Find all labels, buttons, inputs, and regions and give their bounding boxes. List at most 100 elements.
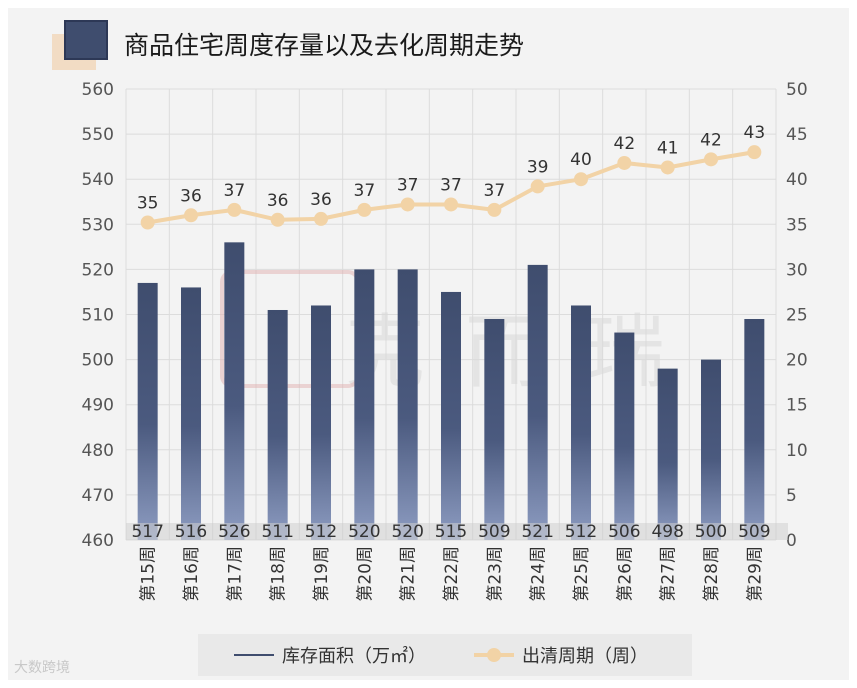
line-value-label: 39 (527, 157, 549, 177)
left-axis-tick-label: 500 (82, 351, 114, 371)
bar (311, 305, 331, 540)
category-label: 第28周 (702, 546, 722, 602)
category-label: 第15周 (139, 546, 159, 602)
line-value-label: 40 (570, 150, 592, 170)
left-axis-tick-label: 520 (82, 260, 114, 280)
line-value-label: 37 (440, 175, 462, 195)
line-point (314, 211, 328, 226)
legend-item-clearance: 出清周期（周） (474, 634, 648, 676)
bar-value-label: 520 (391, 522, 423, 542)
line-value-label: 42 (700, 130, 722, 150)
line-point (574, 172, 588, 187)
right-axis-tick-label: 5 (786, 486, 797, 506)
category-label: 第18周 (269, 546, 289, 602)
line-point (704, 152, 718, 167)
left-axis-tick-label: 470 (82, 486, 114, 506)
bar (614, 332, 635, 540)
legend-label-inventory: 库存面积（万㎡） (282, 646, 426, 667)
legend-bar-swatch (234, 654, 274, 656)
legend: 库存面积（万㎡） 出清周期（周） (198, 634, 692, 676)
bar (571, 305, 591, 540)
category-label: 第23周 (485, 546, 505, 602)
category-label-group: 第15周 (139, 546, 159, 602)
bar (354, 269, 375, 540)
category-label: 第29周 (745, 546, 765, 602)
right-axis-tick-label: 15 (786, 396, 808, 416)
bar-value-label: 526 (218, 522, 250, 542)
left-axis-tick-label: 460 (82, 531, 114, 551)
right-axis-tick-label: 0 (786, 531, 797, 551)
line-point (747, 145, 762, 160)
bar (137, 282, 158, 540)
category-label: 第16周 (182, 546, 202, 602)
line-value-label: 37 (224, 181, 246, 201)
right-axis-tick-label: 20 (786, 351, 808, 371)
category-label-group: 第26周 (615, 546, 635, 602)
bar (657, 368, 678, 540)
title-square-icon (64, 20, 108, 60)
bar-value-label: 506 (608, 522, 640, 542)
bar-value-label: 516 (175, 522, 207, 542)
bar-value-label: 520 (348, 522, 380, 542)
bar-value-label: 521 (521, 522, 553, 542)
line-point (227, 202, 242, 217)
bar-value-label: 512 (565, 522, 597, 542)
legend-label-clearance: 出清周期（周） (522, 646, 648, 667)
legend-item-inventory: 库存面积（万㎡） (234, 634, 426, 676)
category-label-group: 第27周 (659, 546, 679, 602)
left-axis-tick-label: 480 (82, 441, 114, 461)
chart-title: 商品住宅周度存量以及去化周期走势 (124, 31, 525, 60)
left-axis-tick-label: 490 (82, 396, 114, 416)
line-value-label: 36 (267, 191, 289, 211)
category-label: 第26周 (615, 546, 635, 602)
bar-value-label: 509 (478, 522, 510, 542)
bar (267, 309, 288, 540)
legend-line-swatch (474, 648, 514, 662)
bar-value-label: 498 (651, 522, 683, 542)
line-value-label: 36 (310, 190, 332, 210)
category-label-group: 第22周 (442, 546, 462, 602)
line-value-label: 37 (354, 181, 376, 201)
category-label: 第17周 (225, 546, 245, 602)
category-label-group: 第28周 (702, 546, 722, 602)
bar (441, 291, 461, 540)
line-value-label: 37 (484, 181, 506, 201)
bar-value-label: 512 (305, 522, 337, 542)
bar (701, 359, 721, 540)
line-point (617, 155, 632, 170)
line-value-label: 36 (180, 186, 202, 206)
category-label-group: 第25周 (572, 546, 592, 602)
line-point (400, 197, 415, 212)
category-label-group: 第19周 (312, 546, 332, 602)
bar (224, 242, 245, 540)
category-label-group: 第23周 (485, 546, 505, 602)
bar-label-band (126, 523, 788, 540)
line-point (270, 212, 285, 227)
right-axis-tick-label: 30 (786, 260, 808, 280)
left-axis-tick-label: 540 (82, 170, 114, 190)
category-label-group: 第24周 (529, 546, 549, 602)
bar (744, 319, 765, 540)
line-point (487, 202, 502, 217)
line-value-label: 35 (137, 193, 159, 213)
category-label: 第22周 (442, 546, 462, 602)
line-point (357, 202, 372, 217)
right-axis-tick-label: 25 (786, 306, 808, 326)
bar-value-label: 515 (435, 522, 467, 542)
left-axis-tick-label: 550 (82, 125, 114, 145)
line-value-label: 41 (657, 138, 679, 158)
bar (397, 269, 418, 540)
bar-value-label: 511 (261, 522, 293, 542)
line-value-label: 37 (397, 175, 419, 195)
bar-value-label: 509 (738, 522, 770, 542)
right-axis-tick-label: 35 (786, 215, 808, 235)
category-label: 第20周 (355, 546, 375, 602)
category-label: 第21周 (399, 546, 419, 602)
bar (181, 287, 201, 540)
category-label: 第24周 (529, 546, 549, 602)
category-label: 第25周 (572, 546, 592, 602)
category-label: 第27周 (659, 546, 679, 602)
category-label-group: 第18周 (269, 546, 289, 602)
line-value-label: 43 (744, 123, 766, 143)
logo-watermark: 大数跨境 (14, 660, 70, 676)
